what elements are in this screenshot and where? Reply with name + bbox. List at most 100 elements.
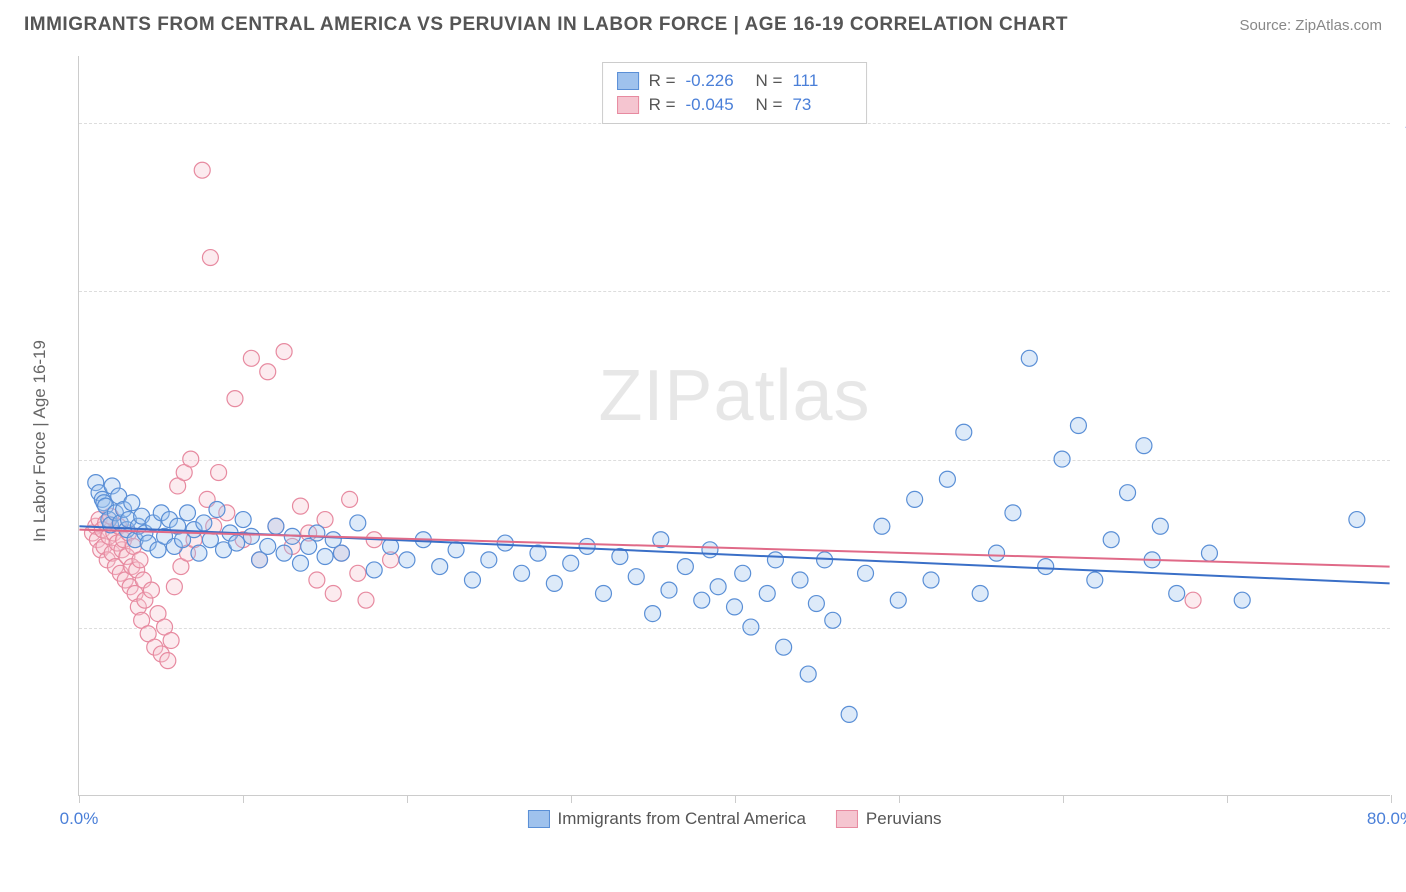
data-point bbox=[800, 666, 816, 682]
n-label-0: N = bbox=[756, 71, 783, 91]
data-point bbox=[677, 559, 693, 575]
data-point bbox=[333, 545, 349, 561]
swatch-series-0 bbox=[617, 72, 639, 90]
xtick bbox=[1227, 795, 1228, 803]
data-point bbox=[735, 565, 751, 581]
data-point bbox=[268, 518, 284, 534]
data-point bbox=[163, 632, 179, 648]
data-point bbox=[530, 545, 546, 561]
data-point bbox=[956, 424, 972, 440]
data-point bbox=[317, 549, 333, 565]
data-point bbox=[350, 565, 366, 581]
data-point bbox=[710, 579, 726, 595]
data-point bbox=[309, 572, 325, 588]
data-point bbox=[235, 512, 251, 528]
data-point bbox=[196, 515, 212, 531]
data-point bbox=[481, 552, 497, 568]
data-point bbox=[211, 465, 227, 481]
data-point bbox=[276, 545, 292, 561]
data-point bbox=[497, 535, 513, 551]
data-point bbox=[808, 596, 824, 612]
data-point bbox=[792, 572, 808, 588]
data-point bbox=[661, 582, 677, 598]
n-value-0: 111 bbox=[792, 71, 852, 91]
data-point bbox=[628, 569, 644, 585]
data-point bbox=[1021, 350, 1037, 366]
data-point bbox=[179, 505, 195, 521]
source-label: Source: ZipAtlas.com bbox=[1239, 17, 1382, 34]
legend-item-1: Peruvians bbox=[836, 809, 942, 829]
y-axis-label: In Labor Force | Age 16-19 bbox=[30, 340, 50, 542]
r-value-1: -0.045 bbox=[686, 95, 746, 115]
chart-header: IMMIGRANTS FROM CENTRAL AMERICA VS PERUV… bbox=[0, 0, 1406, 46]
data-point bbox=[727, 599, 743, 615]
data-point bbox=[209, 501, 225, 517]
data-point bbox=[759, 585, 775, 601]
r-label-0: R = bbox=[649, 71, 676, 91]
data-point bbox=[124, 495, 140, 511]
data-point bbox=[260, 364, 276, 380]
data-point bbox=[399, 552, 415, 568]
data-point bbox=[1152, 518, 1168, 534]
data-point bbox=[350, 515, 366, 531]
legend-row-0: R = -0.226 N = 111 bbox=[617, 69, 853, 93]
data-point bbox=[366, 562, 382, 578]
data-point bbox=[227, 391, 243, 407]
data-point bbox=[989, 545, 1005, 561]
data-point bbox=[1087, 572, 1103, 588]
swatch-series-1 bbox=[617, 96, 639, 114]
data-point bbox=[874, 518, 890, 534]
data-point bbox=[166, 579, 182, 595]
data-point bbox=[191, 545, 207, 561]
data-point bbox=[183, 451, 199, 467]
data-point bbox=[292, 555, 308, 571]
xtick bbox=[79, 795, 80, 803]
xtick bbox=[407, 795, 408, 803]
data-point bbox=[243, 350, 259, 366]
legend-label-0: Immigrants from Central America bbox=[557, 809, 805, 829]
data-point bbox=[309, 525, 325, 541]
data-point bbox=[160, 653, 176, 669]
chart-container: In Labor Force | Age 16-19 ZIPatlas R = … bbox=[50, 56, 1390, 826]
data-point bbox=[342, 491, 358, 507]
data-point bbox=[1234, 592, 1250, 608]
data-point bbox=[194, 162, 210, 178]
data-point bbox=[907, 491, 923, 507]
data-point bbox=[276, 344, 292, 360]
data-point bbox=[825, 612, 841, 628]
data-point bbox=[1038, 559, 1054, 575]
correlation-legend: R = -0.226 N = 111 R = -0.045 N = 73 bbox=[602, 62, 868, 124]
data-point bbox=[702, 542, 718, 558]
data-point bbox=[432, 559, 448, 575]
data-point bbox=[1103, 532, 1119, 548]
data-point bbox=[1349, 512, 1365, 528]
data-point bbox=[132, 552, 148, 568]
xtick bbox=[1063, 795, 1064, 803]
data-point bbox=[563, 555, 579, 571]
data-point bbox=[325, 585, 341, 601]
n-label-1: N = bbox=[756, 95, 783, 115]
data-point bbox=[923, 572, 939, 588]
data-point bbox=[260, 538, 276, 554]
data-point bbox=[858, 565, 874, 581]
plot-area: ZIPatlas R = -0.226 N = 111 R = -0.045 N… bbox=[78, 56, 1390, 796]
data-point bbox=[1169, 585, 1185, 601]
legend-label-1: Peruvians bbox=[866, 809, 942, 829]
swatch-bottom-0 bbox=[527, 810, 549, 828]
data-point bbox=[1136, 438, 1152, 454]
data-point bbox=[292, 498, 308, 514]
swatch-bottom-1 bbox=[836, 810, 858, 828]
data-point bbox=[1005, 505, 1021, 521]
legend-row-1: R = -0.045 N = 73 bbox=[617, 93, 853, 117]
data-point bbox=[1070, 418, 1086, 434]
data-point bbox=[595, 585, 611, 601]
data-point bbox=[579, 538, 595, 554]
data-point bbox=[743, 619, 759, 635]
chart-title: IMMIGRANTS FROM CENTRAL AMERICA VS PERUV… bbox=[24, 14, 1068, 36]
data-point bbox=[767, 552, 783, 568]
data-point bbox=[243, 528, 259, 544]
r-value-0: -0.226 bbox=[686, 71, 746, 91]
data-point bbox=[645, 606, 661, 622]
data-point bbox=[514, 565, 530, 581]
xtick bbox=[571, 795, 572, 803]
